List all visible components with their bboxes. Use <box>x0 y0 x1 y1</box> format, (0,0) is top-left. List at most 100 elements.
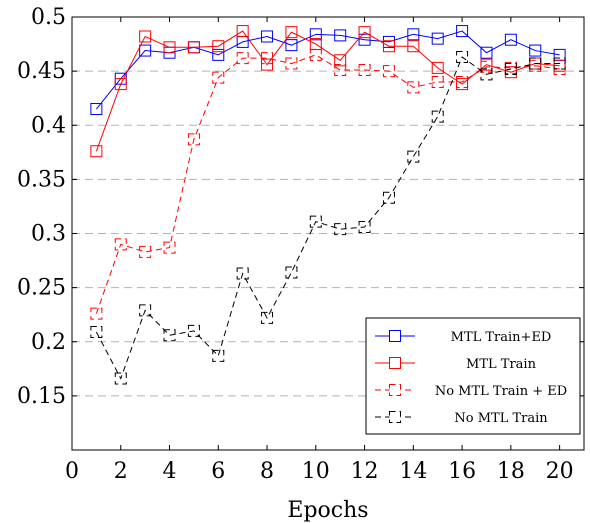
series-line <box>95 30 560 152</box>
legend-item: No MTL Train + ED <box>375 384 567 399</box>
data-point <box>236 25 249 38</box>
series-1 <box>90 25 566 158</box>
data-point <box>212 349 225 362</box>
data-point <box>358 26 371 39</box>
legend: MTL Train+ED MTL Train No MTL Train + ED No… <box>365 317 581 435</box>
legend-item: MTL Train <box>375 357 537 372</box>
x-tick-label: 2 <box>114 459 128 484</box>
data-point <box>261 58 274 71</box>
data-point <box>139 44 152 57</box>
data-point <box>212 40 225 53</box>
legend-label: MTL Train+ED <box>451 330 552 345</box>
data-point <box>407 81 420 94</box>
data-point <box>90 145 103 158</box>
x-tick-label: 14 <box>399 459 427 484</box>
data-point <box>431 75 444 88</box>
data-point <box>553 57 566 70</box>
data-point <box>285 57 298 70</box>
data-point <box>529 59 542 72</box>
data-point <box>456 78 469 91</box>
data-point <box>309 28 322 41</box>
data-point <box>285 26 298 39</box>
x-tick-label: 6 <box>211 459 225 484</box>
x-tick-label: 12 <box>351 459 379 484</box>
data-point <box>309 48 322 61</box>
series-line <box>95 54 560 314</box>
data-point <box>236 52 249 65</box>
legend-marker <box>389 357 401 369</box>
y-tick-label: 0.35 <box>17 167 66 192</box>
data-point <box>212 48 225 61</box>
legend-item: MTL Train+ED <box>375 330 551 345</box>
y-tick-label: 0.4 <box>31 113 66 138</box>
data-point <box>382 191 395 204</box>
data-point <box>456 51 469 64</box>
data-point <box>139 304 152 317</box>
data-point <box>163 329 176 342</box>
data-point <box>261 30 274 43</box>
x-tick-label: 16 <box>448 459 476 484</box>
data-point <box>529 57 542 70</box>
data-point <box>407 150 420 163</box>
data-point <box>114 238 127 251</box>
x-tick-label: 4 <box>163 459 177 484</box>
data-point <box>456 25 469 38</box>
data-point <box>382 40 395 53</box>
data-point <box>431 61 444 74</box>
data-point <box>261 311 274 324</box>
data-point <box>504 62 517 75</box>
data-point <box>431 110 444 123</box>
data-point <box>480 68 493 81</box>
legend-marker <box>389 384 401 396</box>
series-line <box>95 56 560 380</box>
legend-label: MTL Train <box>466 357 537 372</box>
data-point <box>285 39 298 52</box>
data-point <box>285 266 298 279</box>
data-point <box>504 33 517 46</box>
x-tick-label: 0 <box>65 459 79 484</box>
y-tick-label: 0.15 <box>17 384 66 409</box>
legend-label: No MTL Train <box>454 411 548 426</box>
data-point <box>212 71 225 84</box>
x-tick-label: 18 <box>497 459 525 484</box>
y-tick-label: 0.2 <box>31 330 66 355</box>
series-layer <box>90 25 566 385</box>
series-0 <box>90 25 566 116</box>
data-point <box>334 223 347 236</box>
legend-item: No MTL Train <box>375 411 548 426</box>
data-point <box>358 221 371 234</box>
data-point <box>334 54 347 67</box>
data-point <box>382 65 395 78</box>
data-point <box>139 245 152 258</box>
y-tick-label: 0.25 <box>17 276 66 301</box>
x-axis-title: Epochs <box>287 498 368 523</box>
legend-marker <box>389 411 401 423</box>
data-point <box>407 28 420 41</box>
data-point <box>407 40 420 53</box>
data-point <box>163 241 176 254</box>
y-tick-label: 0.5 <box>31 5 66 30</box>
data-point <box>529 44 542 57</box>
data-point <box>358 64 371 77</box>
data-point <box>90 326 103 339</box>
data-point <box>261 52 274 65</box>
data-point <box>309 215 322 228</box>
legend-marker <box>389 330 401 342</box>
data-point <box>163 41 176 54</box>
legend-label: No MTL Train + ED <box>435 384 567 399</box>
series-line <box>95 30 560 110</box>
series-2 <box>90 48 566 320</box>
axis-ticks: 0.15 0.2 0.25 0.3 0.35 0.4 0.45 0.5 0 2 4 6 8 10 12 14 1… <box>17 5 584 484</box>
data-point <box>236 267 249 280</box>
data-point <box>480 46 493 59</box>
data-point <box>334 29 347 42</box>
x-tick-label: 8 <box>260 459 274 484</box>
data-point <box>456 75 469 88</box>
data-point <box>114 372 127 385</box>
data-point <box>431 32 444 45</box>
data-point <box>90 103 103 116</box>
data-point <box>504 61 517 74</box>
y-tick-label: 0.45 <box>17 59 66 84</box>
data-point <box>139 30 152 43</box>
